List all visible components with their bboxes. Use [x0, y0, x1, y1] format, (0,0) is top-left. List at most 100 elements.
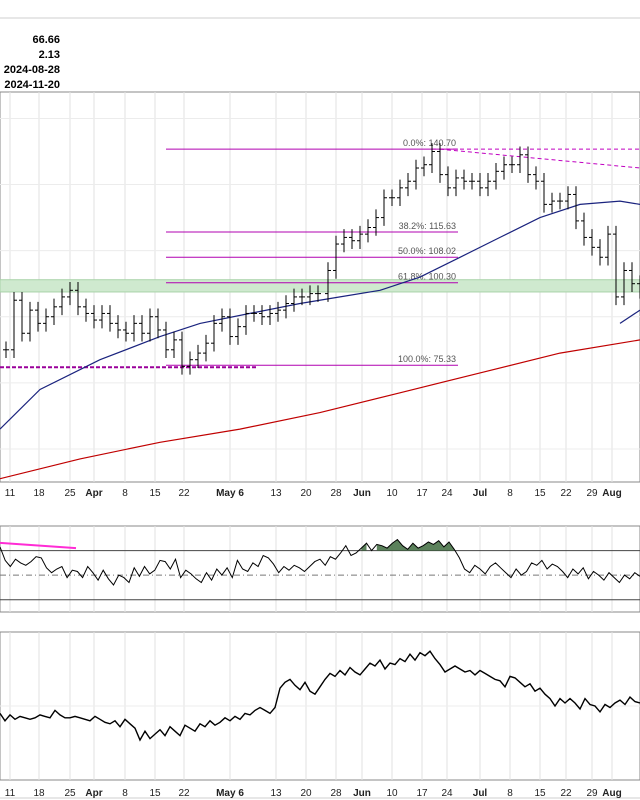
ohlc-bar: [67, 282, 73, 306]
ohlc-bar: [203, 334, 209, 362]
ohlc-bar: [365, 219, 371, 243]
ohlc-bar: [541, 172, 547, 213]
x-tick-label: 29: [586, 788, 598, 799]
ohlc-bar: [187, 351, 193, 375]
ohlc-bar: [115, 315, 121, 339]
ohlc-bar: [51, 298, 57, 326]
ohlc-bar: [91, 305, 97, 329]
x-tick-label: Jul: [473, 488, 488, 499]
ohlc-bar: [413, 159, 419, 190]
ohlc-bar: [235, 318, 241, 345]
ohlc-bar: [565, 186, 571, 210]
rsi-overbought-fill: [376, 539, 455, 551]
ohlc-bar: [283, 295, 289, 319]
ohlc-bar: [35, 301, 41, 332]
ohlc-bar: [589, 229, 595, 256]
ohlc-bar: [123, 321, 129, 342]
ohlc-bar: [525, 146, 531, 183]
ohlc-bar: [75, 282, 81, 316]
ohlc-bar: [485, 172, 491, 197]
fib-level-label: 38.2%: 115.63: [399, 221, 456, 231]
ohlc-bar: [613, 225, 619, 306]
ohlc-bar: [437, 143, 443, 183]
x-tick-label: 15: [534, 788, 546, 799]
x-tick-label: 11: [5, 788, 16, 799]
x-tick-label: 29: [586, 488, 598, 499]
ohlc-bar: [461, 169, 467, 190]
x-tick-label: 15: [149, 488, 161, 499]
ohlc-bar: [381, 189, 387, 226]
fib-level-label: 50.0%: 108.02: [398, 246, 456, 256]
x-tick-label: 13: [270, 788, 282, 799]
ohlc-bar: [43, 308, 49, 332]
ohlc-bar: [373, 209, 379, 236]
ohlc-bar: [299, 288, 305, 306]
ohlc-bar: [155, 308, 161, 339]
ohlc-bar: [83, 298, 89, 322]
ohlc-bar: [163, 321, 169, 359]
ohlc-bar: [291, 288, 297, 312]
x-tick-label: 24: [441, 488, 453, 499]
x-tick-label: 25: [64, 488, 76, 499]
ohlc-bar: [605, 225, 611, 266]
ohlc-bar: [621, 262, 627, 306]
ohlc-bar: [333, 235, 339, 279]
ohlc-bar: [389, 189, 395, 207]
ohlc-bar: [557, 192, 563, 210]
x-tick-label: Jun: [353, 488, 371, 499]
header-date-start: 2024-08-28: [3, 64, 60, 76]
ohlc-bar: [107, 305, 113, 332]
fib-level-label: 61.8%: 100.30: [398, 272, 456, 282]
x-tick-label: 15: [534, 488, 546, 499]
x-tick-label: 22: [560, 488, 572, 499]
ohlc-bar: [509, 156, 515, 173]
ohlc-bar: [325, 262, 331, 302]
ohlc-bar: [211, 315, 217, 352]
x-tick-label: 17: [416, 788, 428, 799]
ohlc-bar: [315, 285, 321, 302]
ohlc-bar: [275, 301, 281, 322]
x-tick-label: 17: [416, 488, 428, 499]
x-tick-label: 13: [270, 488, 282, 499]
ohlc-bar: [59, 288, 65, 316]
x-tick-label: May 6: [216, 788, 244, 799]
rsi-line: [0, 538, 640, 586]
support-zone: [0, 279, 640, 293]
ohlc-bar: [405, 172, 411, 197]
x-tick-label: 8: [122, 788, 128, 799]
x-tick-label: Jul: [473, 788, 488, 799]
ohlc-bar: [349, 229, 355, 249]
ohlc-bar: [341, 229, 347, 253]
header-price: 66.66: [32, 34, 60, 46]
ohlc-bar: [11, 291, 17, 359]
ohlc-bar: [549, 192, 555, 213]
x-tick-label: 22: [178, 488, 190, 499]
x-tick-label: 15: [149, 788, 161, 799]
ohlc-bar: [219, 308, 225, 332]
x-tick-label: 28: [330, 788, 342, 799]
x-tick-label: May 6: [216, 488, 244, 499]
x-tick-label: 8: [507, 488, 513, 499]
ohlc-bar: [19, 291, 25, 342]
x-tick-label: 25: [64, 788, 76, 799]
ohlc-bar: [477, 172, 483, 197]
ma-200-line: [0, 339, 640, 480]
x-tick-label: 22: [560, 788, 572, 799]
ohlc-bar: [99, 305, 105, 329]
x-tick-label: Apr: [85, 788, 102, 799]
ohlc-bar: [27, 301, 33, 342]
ma-short-segment: [619, 309, 640, 324]
ohlc-bar: [581, 212, 587, 246]
x-tick-label: 8: [507, 788, 513, 799]
ohlc-bar: [139, 315, 145, 342]
x-tick-label: 20: [300, 488, 312, 499]
ohlc-bar: [573, 186, 579, 230]
x-tick-label: Jun: [353, 788, 371, 799]
x-tick-label: Aug: [602, 788, 621, 799]
x-tick-label: 20: [300, 788, 312, 799]
ohlc-bar: [453, 169, 459, 197]
header-change: 2.13: [38, 49, 60, 61]
x-tick-label: 22: [178, 788, 190, 799]
ohlc-bar: [3, 341, 9, 359]
